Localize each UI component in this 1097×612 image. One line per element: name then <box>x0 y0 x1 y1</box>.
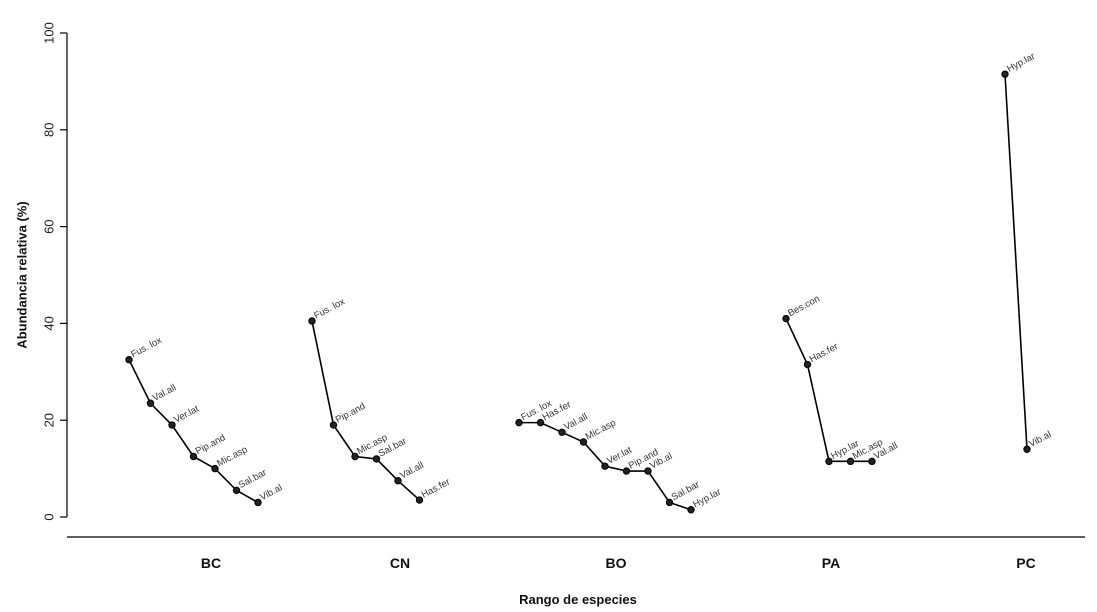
data-point <box>579 438 588 446</box>
data-point <box>415 496 424 504</box>
data-point <box>189 452 198 461</box>
data-point <box>665 498 674 507</box>
data-point <box>146 399 155 407</box>
data-point <box>601 462 609 470</box>
series-cn: Fus. loxPip.andMic.aspSal.barVal.allHas.… <box>308 296 452 504</box>
series-line-pa <box>785 318 872 463</box>
data-point <box>125 356 133 364</box>
point-label: Val.all <box>151 382 178 404</box>
data-point <box>351 452 359 461</box>
y-tick-label: 60 <box>42 219 57 233</box>
y-axis: 0 20 40 60 80 100 <box>42 22 68 521</box>
data-point <box>536 418 545 427</box>
data-point <box>329 421 338 429</box>
data-point <box>825 457 833 466</box>
data-point <box>622 467 631 475</box>
point-label: Pip.and <box>194 432 228 457</box>
x-axis-title: Rango de especies <box>519 592 637 607</box>
series-line-pc <box>1004 74 1028 450</box>
point-label: Fus. lox <box>129 335 164 360</box>
series-pc: Hyp.lar Vib.al <box>1001 51 1053 453</box>
data-point <box>254 498 262 507</box>
y-ticks: 0 20 40 60 80 100 <box>42 22 67 521</box>
data-point <box>644 467 652 475</box>
point-label: Has.fer <box>808 341 840 365</box>
x-axis: BC CN BO PA PC <box>67 536 1085 571</box>
data-point <box>515 418 523 427</box>
group-labels: BC CN BO PA PC <box>201 555 1036 571</box>
data-point <box>846 457 855 466</box>
y-tick-label: 0 <box>42 513 57 520</box>
point-label: Hyp.lar <box>1005 51 1037 75</box>
series-line-cn <box>311 320 421 501</box>
point-label: Vib.al <box>1027 429 1053 450</box>
group-label-bo: BO <box>606 555 627 571</box>
data-point <box>372 455 381 463</box>
point-label: Pip.and <box>334 401 368 426</box>
point-label: Bes.con <box>786 293 821 319</box>
y-tick-label: 20 <box>42 413 57 427</box>
group-label-pa: PA <box>822 555 840 571</box>
point-label: Vib.al <box>258 482 284 503</box>
point-label: Has.fer <box>420 477 452 501</box>
group-label-bc: BC <box>201 555 221 571</box>
data-point <box>168 421 176 429</box>
y-tick-label: 40 <box>42 316 57 330</box>
data-point <box>232 486 241 495</box>
series-bo: Fus. loxHas.ferVal.allMic.aspVer.latPip.… <box>515 398 723 514</box>
point-label: Sal.bar <box>237 467 269 491</box>
data-point <box>211 464 219 473</box>
group-label-pc: PC <box>1016 555 1035 571</box>
data-point <box>782 314 790 323</box>
point-label: Mic.asp <box>215 444 249 469</box>
y-tick-label: 100 <box>42 22 57 44</box>
data-point <box>868 457 876 466</box>
data-point <box>558 428 566 436</box>
data-point <box>687 506 695 514</box>
point-label: Fus. lox <box>312 296 347 321</box>
data-point <box>1001 70 1009 78</box>
data-point <box>308 317 316 325</box>
y-axis-title: Abundancia relativa (%) <box>15 201 30 348</box>
series-layer: Fus. loxVal.allVer.latPip.andMic.aspSal.… <box>125 51 1053 514</box>
data-point <box>1023 445 1031 453</box>
point-label: Val.all <box>562 411 589 433</box>
group-label-cn: CN <box>390 555 410 571</box>
data-point <box>803 360 812 369</box>
data-point <box>394 477 402 485</box>
y-tick-label: 80 <box>42 123 57 137</box>
point-label: Ver.lat <box>172 403 201 425</box>
point-label: Val.all <box>398 460 425 482</box>
